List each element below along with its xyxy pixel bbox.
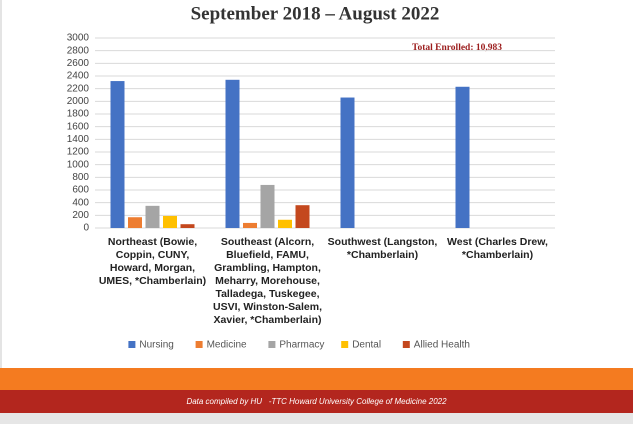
footer-text: Data compiled by HU -TTC Howard Universi… [0, 390, 633, 413]
footer-stripe [0, 368, 633, 390]
annotation: Total Enrolled: 10,983 [412, 43, 502, 53]
bar [180, 224, 195, 228]
y-tick-label: 1200 [67, 147, 90, 158]
bar [145, 205, 160, 228]
legend-label: Medicine [207, 340, 247, 351]
y-tick-label: 1400 [67, 134, 90, 145]
y-tick-label: 2800 [67, 45, 90, 56]
legend-label: Dental [352, 340, 381, 351]
y-tick-label: 800 [72, 172, 89, 183]
bar [163, 215, 177, 228]
x-tick-label: Northeast (Bowie, Coppin, CUNY, Howard, … [98, 236, 207, 287]
bar [340, 97, 355, 229]
legend-swatch [195, 341, 203, 348]
chart-title: September 2018 – August 2022 [191, 3, 440, 24]
bar [455, 86, 470, 229]
x-tick-label: Southeast (Alcorn, Bluefield, FAMU, Gram… [212, 236, 322, 326]
y-tick-label: 2400 [67, 71, 90, 82]
legend-swatch [402, 341, 410, 348]
bar [110, 81, 125, 228]
x-tick-label: Southwest (Langston, *Chamberlain) [327, 236, 438, 261]
bar [243, 222, 257, 228]
y-tick-label: 600 [72, 185, 89, 196]
legend-swatch [128, 341, 136, 348]
y-tick-label: 2200 [67, 83, 90, 94]
legend-swatch [268, 341, 276, 348]
y-tick-label: 2600 [67, 58, 90, 69]
legend-swatch [341, 341, 349, 348]
y-tick-label: 2000 [67, 96, 90, 107]
bar [260, 184, 275, 228]
bar [278, 219, 292, 228]
chart: September 2018 – August 2022 Total Enrol… [0, 0, 555, 368]
y-tick-label: 1600 [67, 121, 90, 132]
y-tick-label: 1800 [67, 109, 90, 120]
y-tick-label: 0 [83, 223, 89, 234]
bar [295, 205, 310, 228]
y-tick-label: 200 [72, 210, 89, 221]
y-tick-label: 400 [72, 197, 89, 208]
legend-label: Nursing [139, 340, 173, 351]
footer-base [0, 413, 633, 424]
bar [128, 217, 142, 228]
x-tick-label: West (Charles Drew, *Chamberlain) [447, 236, 548, 261]
y-tick-label: 3000 [67, 33, 90, 44]
y-tick-label: 1000 [67, 159, 90, 170]
bar [225, 79, 240, 228]
legend-label: Pharmacy [279, 340, 324, 351]
legend-label: Allied Health [414, 340, 470, 351]
